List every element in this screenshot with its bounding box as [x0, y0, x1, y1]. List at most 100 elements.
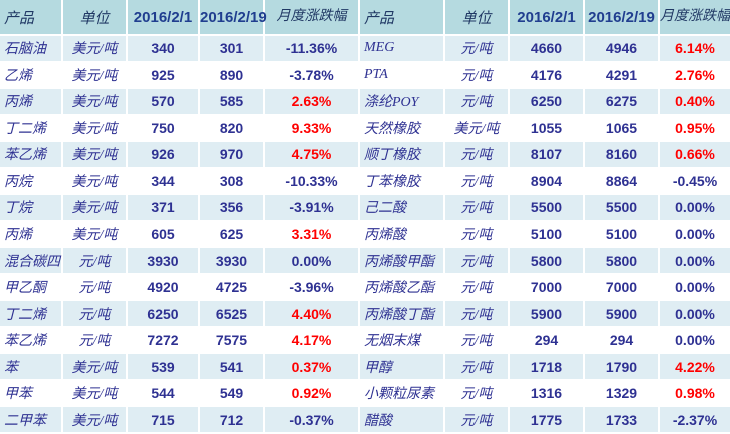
unit-cell: 元/吨: [445, 354, 510, 381]
unit-cell: 元/吨: [445, 142, 510, 169]
unit-cell: 元/吨: [445, 168, 510, 196]
table-row: 丁二烯 元/吨 6250 6525 4.40%: [0, 301, 360, 328]
product-cell: 混合碳四: [0, 248, 63, 275]
table-header: 产品 单位 2016/2/1 2016/2/19 月度涨跌幅: [0, 0, 360, 36]
price-start-cell: 926: [128, 142, 200, 169]
monthly-change-cell: 0.98%: [660, 380, 730, 408]
price-start-cell: 750: [128, 115, 200, 143]
price-end-cell: 8160: [585, 142, 660, 169]
monthly-change-cell: 0.00%: [660, 274, 730, 302]
product-cell: MEG: [360, 36, 445, 63]
monthly-change-cell: -3.96%: [265, 274, 360, 302]
price-end-cell: 549: [200, 380, 265, 408]
price-start-cell: 1718: [510, 354, 585, 381]
monthly-change-cell: -0.45%: [660, 168, 730, 196]
header-product: 产品: [0, 0, 63, 36]
product-cell: 丁二烯: [0, 115, 63, 143]
monthly-change-cell: 4.40%: [265, 301, 360, 328]
price-start-cell: 715: [128, 407, 200, 434]
product-cell: 丙烯: [0, 89, 63, 116]
header-date-end: 2016/2/19: [585, 0, 660, 36]
table-row: 丙烯酸丁酯 元/吨 5900 5900 0.00%: [360, 301, 730, 328]
monthly-change-cell: 4.75%: [265, 142, 360, 169]
table-header: 产品 单位 2016/2/1 2016/2/19 月度涨跌幅: [360, 0, 730, 36]
table-row: 丁二烯 美元/吨 750 820 9.33%: [0, 115, 360, 143]
price-table-right: 产品 单位 2016/2/1 2016/2/19 月度涨跌幅 MEG 元/吨 4660 494…: [360, 0, 730, 434]
header-row: 产品 单位 2016/2/1 2016/2/19 月度涨跌幅: [0, 0, 360, 36]
table-row: 己二酸 元/吨 5500 5500 0.00%: [360, 195, 730, 222]
price-start-cell: 294: [510, 327, 585, 355]
monthly-change-cell: 9.33%: [265, 115, 360, 143]
product-cell: 丙烯: [0, 221, 63, 249]
table-row: 丁苯橡胶 元/吨 8904 8864 -0.45%: [360, 168, 730, 196]
price-end-cell: 7575: [200, 327, 265, 355]
unit-cell: 元/吨: [445, 89, 510, 116]
table-row: 苯美元/吨 539 541 0.37%: [0, 354, 360, 381]
monthly-change-cell: 0.95%: [660, 115, 730, 143]
price-end-cell: 4725: [200, 274, 265, 302]
price-end-cell: 541: [200, 354, 265, 381]
price-start-cell: 340: [128, 36, 200, 63]
monthly-change-cell: -3.91%: [265, 195, 360, 222]
monthly-change-cell: 0.40%: [660, 89, 730, 116]
monthly-change-cell: 4.17%: [265, 327, 360, 355]
product-cell: 甲乙酮: [0, 274, 63, 302]
product-cell: 甲醇: [360, 354, 445, 381]
unit-cell: 美元/吨: [63, 115, 128, 143]
price-start-cell: 544: [128, 380, 200, 408]
table-row: 丙烯酸 元/吨 5100 5100 0.00%: [360, 221, 730, 249]
price-end-cell: 301: [200, 36, 265, 63]
price-start-cell: 925: [128, 62, 200, 90]
product-cell: 甲苯: [0, 380, 63, 408]
price-start-cell: 8107: [510, 142, 585, 169]
product-cell: 丙烯酸甲酯: [360, 248, 445, 275]
price-start-cell: 539: [128, 354, 200, 381]
table-row: 天然橡胶 美元/吨 1055 1065 0.95%: [360, 115, 730, 143]
price-end-cell: 712: [200, 407, 265, 434]
price-start-cell: 1055: [510, 115, 585, 143]
price-end-cell: 1329: [585, 380, 660, 408]
price-start-cell: 7000: [510, 274, 585, 302]
unit-cell: 美元/吨: [63, 36, 128, 63]
monthly-change-cell: 2.76%: [660, 62, 730, 90]
product-cell: 苯乙烯: [0, 142, 63, 169]
monthly-change-cell: 0.00%: [660, 248, 730, 275]
unit-cell: 美元/吨: [63, 407, 128, 434]
price-end-cell: 585: [200, 89, 265, 116]
unit-cell: 美元/吨: [63, 380, 128, 408]
table-row: 丙烯 美元/吨 570 585 2.63%: [0, 89, 360, 116]
table-row: 涤纶POY 元/吨 6250 6275 0.40%: [360, 89, 730, 116]
price-end-cell: 890: [200, 62, 265, 90]
product-cell: 苯乙烯: [0, 327, 63, 355]
unit-cell: 元/吨: [445, 380, 510, 408]
table-row: 苯乙烯 美元/吨 926 970 4.75%: [0, 142, 360, 169]
price-start-cell: 344: [128, 168, 200, 196]
monthly-change-cell: -0.37%: [265, 407, 360, 434]
unit-cell: 元/吨: [445, 407, 510, 434]
product-cell: 丙烷: [0, 168, 63, 196]
unit-cell: 美元/吨: [63, 89, 128, 116]
monthly-change-cell: 0.00%: [660, 195, 730, 222]
monthly-change-cell: 0.00%: [265, 248, 360, 275]
price-start-cell: 5900: [510, 301, 585, 328]
price-end-cell: 1065: [585, 115, 660, 143]
unit-cell: 美元/吨: [63, 195, 128, 222]
unit-cell: 元/吨: [63, 301, 128, 328]
price-end-cell: 1790: [585, 354, 660, 381]
header-unit: 单位: [63, 0, 128, 36]
price-end-cell: 4291: [585, 62, 660, 90]
unit-cell: 元/吨: [63, 327, 128, 355]
table-row: 乙烯 美元/吨 925 890 -3.78%: [0, 62, 360, 90]
table-row: 二甲苯 美元/吨 715 712 -0.37%: [0, 407, 360, 434]
price-end-cell: 7000: [585, 274, 660, 302]
unit-cell: 元/吨: [445, 195, 510, 222]
price-start-cell: 6250: [510, 89, 585, 116]
header-monthly-change: 月度涨跌幅: [265, 0, 360, 36]
price-end-cell: 6525: [200, 301, 265, 328]
monthly-change-cell: 0.00%: [660, 301, 730, 328]
price-start-cell: 1775: [510, 407, 585, 434]
price-end-cell: 4946: [585, 36, 660, 63]
monthly-change-cell: 0.00%: [660, 327, 730, 355]
price-start-cell: 8904: [510, 168, 585, 196]
